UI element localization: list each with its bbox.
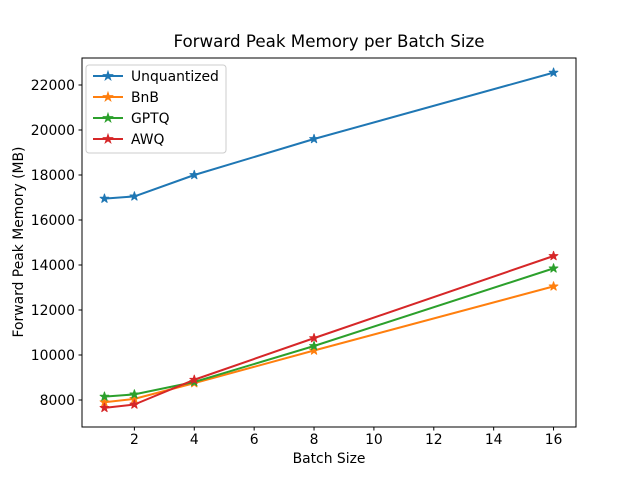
y-tick-label: 14000 [31,258,75,274]
legend-item-unquantized: Unquantized [93,69,219,85]
legend-label: Unquantized [131,69,219,85]
x-tick-label: 12 [425,432,443,448]
y-tick-label: 20000 [31,123,75,139]
data-point-bnb-x8 [309,345,319,355]
y-axis-label: Forward Peak Memory (MB) [11,147,27,338]
data-point-awq-x16 [548,250,559,261]
y-tick-label: 18000 [31,168,75,184]
data-point-gptq-x1 [99,391,110,401]
legend-star-marker [102,90,114,103]
plot-content: 2 4 6 8 10 12 14 16 8000 10000 12000 14000 16000 1800… [31,57,577,448]
y-tick-label: 12000 [31,303,75,319]
data-point-awq-x8 [309,333,319,343]
y-tick-label: 10000 [31,348,75,364]
legend-label: AWQ [131,132,164,148]
x-tick-label: 10 [365,432,383,448]
data-point-unquantized-x2 [129,191,140,201]
legend-label: BnB [131,90,159,106]
x-tick-label: 6 [250,432,259,448]
y-tick-label: 22000 [31,78,75,94]
chart-title: Forward Peak Memory per Batch Size [173,31,484,51]
x-tick-label: 14 [485,432,503,448]
data-point-unquantized-x8 [309,133,319,144]
x-tick-label: 4 [190,432,199,448]
x-tick-label: 2 [130,432,139,448]
data-point-awq-x1 [99,402,110,413]
legend-item-bnb: BnB [93,90,159,106]
legend-box [85,64,227,154]
plot-frame [81,57,577,428]
legend: Unquantized BnB GPTQ AWQ [85,64,227,154]
data-point-awq-x4 [189,374,200,384]
y-tick-label: 8000 [40,393,75,409]
legend-star-marker [102,111,114,124]
x-axis-label: Batch Size [293,451,366,467]
data-point-gptq-x16 [548,263,559,273]
data-point-bnb-x16 [548,281,559,291]
data-point-gptq-x8 [309,340,319,351]
data-point-awq-x2 [129,399,140,409]
legend-label: GPTQ [131,111,170,127]
data-point-unquantized-x16 [548,67,559,77]
series-line-awq [103,255,555,409]
series-line-bnb [103,285,555,404]
data-point-unquantized-x4 [189,169,200,180]
y-tick-label: 16000 [31,213,75,229]
legend-star-marker [102,69,114,82]
legend-item-gptq: GPTQ [93,111,170,127]
x-tick-label: 16 [545,432,563,448]
data-point-gptq-x2 [129,389,140,399]
data-point-unquantized-x1 [99,193,110,203]
legend-item-awq: AWQ [93,132,164,148]
legend-star-marker [102,132,114,145]
x-tick-label: 8 [310,432,319,448]
